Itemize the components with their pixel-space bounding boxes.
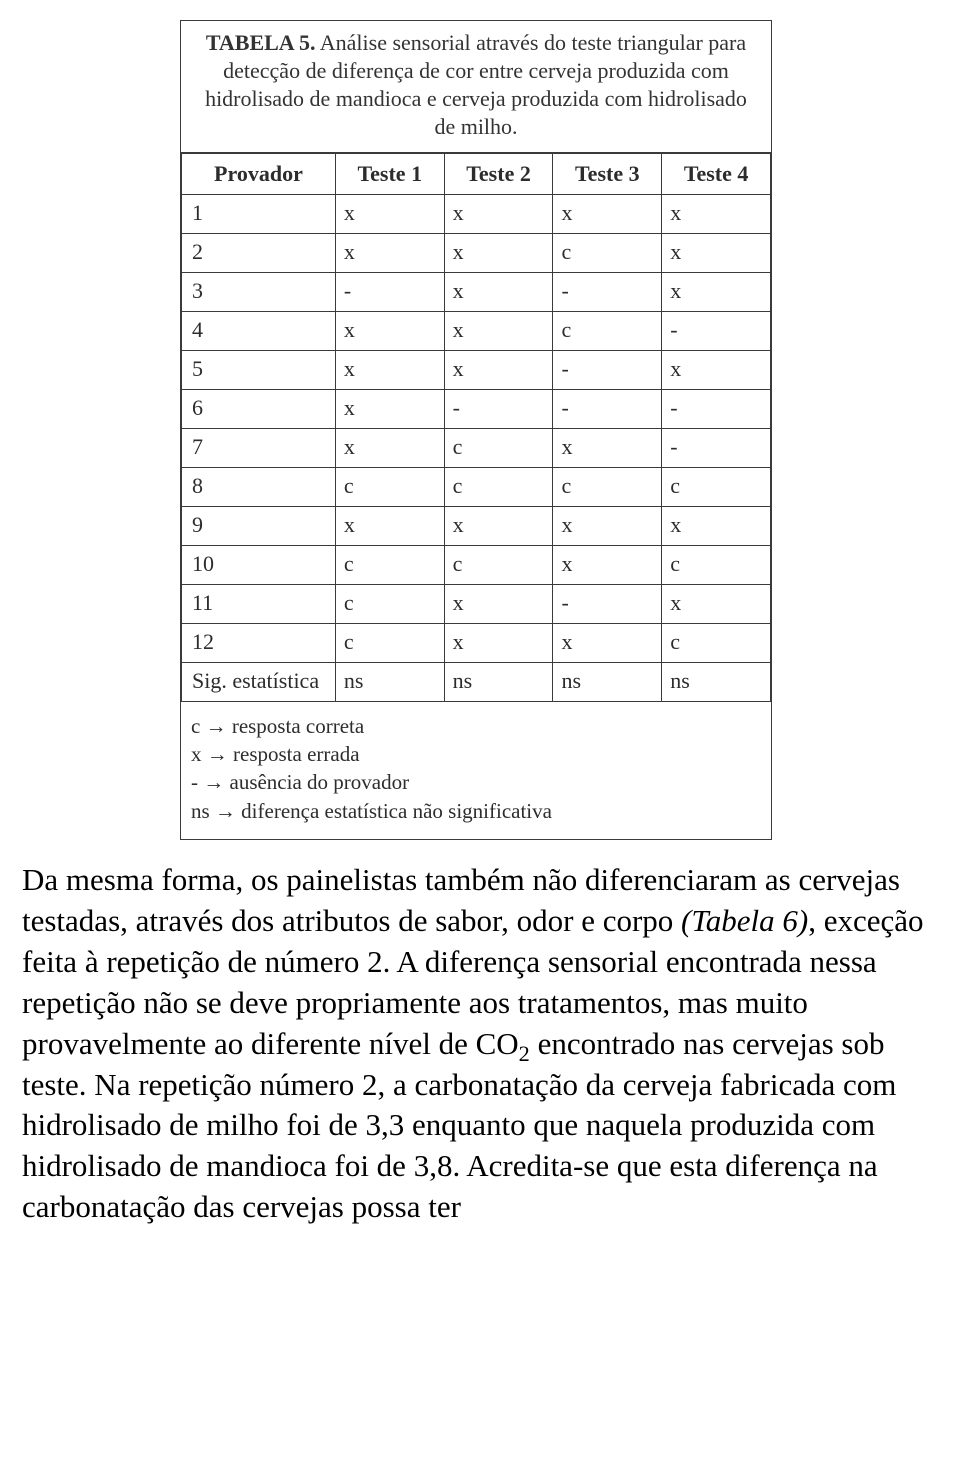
cell-provador: 2 xyxy=(182,233,336,272)
table-row: 5xx-x xyxy=(182,350,771,389)
cell-value: - xyxy=(662,389,771,428)
cell-value: c xyxy=(444,428,553,467)
table-row: 7xcx- xyxy=(182,428,771,467)
cell-value: c xyxy=(553,311,662,350)
table-row: Sig. estatísticansnsnsns xyxy=(182,662,771,701)
cell-value: c xyxy=(335,467,444,506)
legend-line: x → resposta errada xyxy=(191,740,761,768)
legend-line: c → resposta correta xyxy=(191,712,761,740)
cell-value: x xyxy=(335,506,444,545)
cell-value: - xyxy=(662,311,771,350)
cell-value: c xyxy=(335,584,444,623)
cell-value: x xyxy=(444,623,553,662)
cell-provador: 10 xyxy=(182,545,336,584)
cell-value: x xyxy=(662,272,771,311)
header-teste3: Teste 3 xyxy=(553,153,662,194)
cell-value: c xyxy=(553,467,662,506)
cell-value: x xyxy=(662,194,771,233)
cell-value: x xyxy=(444,506,553,545)
header-teste4: Teste 4 xyxy=(662,153,771,194)
document-page: TABELA 5. Análise sensorial através do t… xyxy=(0,20,960,1228)
cell-value: - xyxy=(553,350,662,389)
table-row: 12cxxc xyxy=(182,623,771,662)
header-provador: Provador xyxy=(182,153,336,194)
table-caption: TABELA 5. Análise sensorial através do t… xyxy=(181,21,771,153)
table-body: 1xxxx2xxcx3-x-x4xxc-5xx-x6x---7xcx-8cccc… xyxy=(182,194,771,701)
cell-value: c xyxy=(553,233,662,272)
table-5-container: TABELA 5. Análise sensorial através do t… xyxy=(180,20,772,840)
cell-value: x xyxy=(335,428,444,467)
header-teste2: Teste 2 xyxy=(444,153,553,194)
cell-value: c xyxy=(335,545,444,584)
cell-value: ns xyxy=(335,662,444,701)
legend-line: - → ausência do provador xyxy=(191,768,761,796)
cell-value: x xyxy=(335,311,444,350)
cell-value: - xyxy=(553,584,662,623)
cell-value: x xyxy=(662,233,771,272)
cell-value: c xyxy=(662,467,771,506)
cell-value: ns xyxy=(553,662,662,701)
cell-value: x xyxy=(335,233,444,272)
table-reference: (Tabela 6) xyxy=(681,903,808,938)
cell-provador: 11 xyxy=(182,584,336,623)
cell-provador: 3 xyxy=(182,272,336,311)
cell-value: - xyxy=(553,389,662,428)
cell-value: - xyxy=(444,389,553,428)
cell-provador: 8 xyxy=(182,467,336,506)
table-header: Provador Teste 1 Teste 2 Teste 3 Teste 4 xyxy=(182,153,771,194)
cell-value: x xyxy=(662,350,771,389)
cell-provador: 12 xyxy=(182,623,336,662)
cell-value: c xyxy=(444,545,553,584)
legend-line: ns → diferença estatística não significa… xyxy=(191,797,761,825)
cell-value: ns xyxy=(662,662,771,701)
table-row: 11cx-x xyxy=(182,584,771,623)
table-row: 8cccc xyxy=(182,467,771,506)
cell-value: x xyxy=(553,545,662,584)
cell-provador: 9 xyxy=(182,506,336,545)
table-row: 1xxxx xyxy=(182,194,771,233)
table-legend: c → resposta correta x → resposta errada… xyxy=(181,702,771,839)
table-row: 9xxxx xyxy=(182,506,771,545)
cell-value: x xyxy=(553,506,662,545)
cell-provador: 5 xyxy=(182,350,336,389)
cell-value: x xyxy=(444,233,553,272)
cell-value: x xyxy=(444,584,553,623)
table-caption-label: TABELA 5. xyxy=(206,30,316,55)
cell-value: x xyxy=(553,428,662,467)
cell-value: c xyxy=(662,623,771,662)
table-row: 3-x-x xyxy=(182,272,771,311)
cell-value: c xyxy=(335,623,444,662)
cell-value: x xyxy=(662,506,771,545)
cell-provador: 6 xyxy=(182,389,336,428)
cell-value: x xyxy=(444,194,553,233)
cell-value: x xyxy=(444,272,553,311)
cell-value: x xyxy=(335,350,444,389)
cell-value: x xyxy=(335,389,444,428)
chemical-subscript: 2 xyxy=(519,1041,530,1066)
cell-value: - xyxy=(335,272,444,311)
cell-value: x xyxy=(444,311,553,350)
cell-value: c xyxy=(444,467,553,506)
cell-provador: Sig. estatística xyxy=(182,662,336,701)
cell-provador: 4 xyxy=(182,311,336,350)
cell-value: ns xyxy=(444,662,553,701)
cell-value: x xyxy=(335,194,444,233)
triangular-test-table: Provador Teste 1 Teste 2 Teste 3 Teste 4… xyxy=(181,153,771,702)
cell-value: x xyxy=(444,350,553,389)
cell-provador: 1 xyxy=(182,194,336,233)
cell-provador: 7 xyxy=(182,428,336,467)
table-row: 10ccxc xyxy=(182,545,771,584)
cell-value: x xyxy=(662,584,771,623)
cell-value: x xyxy=(553,623,662,662)
cell-value: - xyxy=(662,428,771,467)
cell-value: - xyxy=(553,272,662,311)
header-teste1: Teste 1 xyxy=(335,153,444,194)
cell-value: c xyxy=(662,545,771,584)
table-row: 2xxcx xyxy=(182,233,771,272)
body-paragraph: Da mesma forma, os painelistas também nã… xyxy=(22,860,938,1228)
table-row: 6x--- xyxy=(182,389,771,428)
cell-value: x xyxy=(553,194,662,233)
table-row: 4xxc- xyxy=(182,311,771,350)
